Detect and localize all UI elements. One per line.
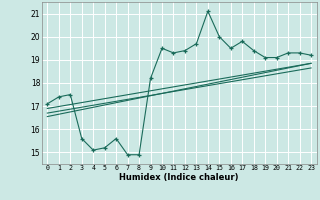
X-axis label: Humidex (Indice chaleur): Humidex (Indice chaleur) [119, 173, 239, 182]
